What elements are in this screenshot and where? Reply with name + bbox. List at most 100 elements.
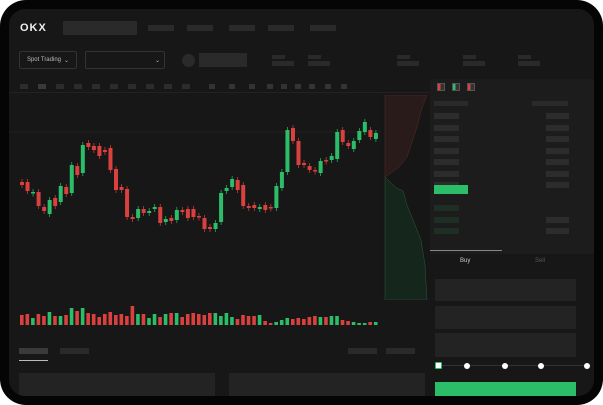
volume-bar: [368, 322, 372, 325]
nav-item[interactable]: [310, 25, 336, 31]
price-input[interactable]: [435, 279, 576, 301]
candle: [125, 189, 130, 217]
candle: [169, 218, 174, 221]
total-input[interactable]: [435, 333, 576, 357]
book-size: [546, 182, 569, 188]
volume-bar: [119, 314, 124, 325]
volume-bar: [91, 314, 96, 325]
amount-slider-track[interactable]: [439, 365, 589, 366]
nav-item[interactable]: [187, 25, 213, 31]
volume-bar: [174, 313, 179, 325]
book-view-both-icon[interactable]: [437, 83, 445, 91]
volume-bar: [196, 314, 201, 325]
price-chart[interactable]: [9, 9, 429, 339]
nav-item[interactable]: [229, 25, 255, 31]
volume-bar: [285, 318, 290, 325]
volume-bar: [329, 316, 334, 325]
volume-bar: [257, 315, 262, 325]
volume-bar: [191, 313, 196, 325]
filter-button[interactable]: [348, 348, 377, 354]
candle: [351, 141, 356, 149]
candle: [285, 130, 290, 172]
book-view-bids-icon[interactable]: [452, 83, 460, 91]
volume-bar: [163, 314, 168, 325]
book-price: [434, 113, 459, 119]
slider-step-25[interactable]: [464, 363, 470, 369]
volume-bar: [130, 306, 135, 325]
volume-bar: [158, 317, 162, 325]
volume-bar: [108, 312, 113, 325]
ask-depth-area: [384, 95, 428, 178]
last-price-badge: [434, 185, 468, 194]
candle: [91, 146, 96, 150]
pair-dropdown[interactable]: ⌄: [85, 51, 165, 69]
candle: [136, 209, 141, 218]
candle: [263, 205, 268, 210]
nav-item[interactable]: [148, 25, 174, 31]
volume-bar: [53, 316, 57, 325]
nav-item[interactable]: [268, 25, 294, 31]
tab-sell[interactable]: Sell: [535, 258, 546, 264]
trading-screen: OKX Spot Trading ⌄ ⌄ Buy Sell: [9, 9, 594, 396]
book-view-asks-icon[interactable]: [467, 83, 475, 91]
okx-logo: OKX: [20, 22, 47, 34]
market-type-dropdown[interactable]: Spot Trading ⌄: [19, 51, 77, 69]
filter-button[interactable]: [386, 348, 415, 354]
chart-tool-icon: [295, 84, 301, 89]
candle: [274, 186, 279, 208]
timeframe-button: [56, 84, 64, 89]
chart-tool-icon: [325, 84, 331, 89]
candle: [296, 141, 301, 165]
volume-bar: [346, 321, 350, 325]
candle: [313, 170, 318, 172]
volume-bar: [313, 316, 317, 325]
volume-bar: [114, 315, 118, 325]
tab-buy[interactable]: Buy: [460, 258, 471, 264]
candle: [196, 216, 201, 218]
slider-handle[interactable]: [435, 362, 442, 369]
candle: [185, 209, 190, 218]
volume-bar: [351, 322, 356, 325]
book-price: [434, 216, 459, 223]
slider-step-50[interactable]: [502, 363, 508, 369]
bid-depth-area: [384, 176, 428, 300]
stat-label: [272, 55, 285, 59]
stat-value: [463, 61, 485, 66]
tab-open-orders[interactable]: [19, 348, 48, 354]
volume-bar: [25, 314, 30, 325]
volume-bar: [246, 316, 251, 325]
candle: [252, 205, 257, 208]
volume-bar: [324, 317, 328, 325]
timeframe-button: [164, 84, 172, 89]
stat-value: [397, 61, 419, 66]
candle: [191, 209, 196, 217]
candle: [268, 207, 273, 209]
book-size: [546, 159, 569, 165]
market-type-label: Spot Trading: [26, 57, 61, 63]
candle: [36, 192, 41, 206]
order-book: [430, 79, 594, 254]
volume-bar: [169, 313, 173, 325]
volume-bar: [340, 320, 345, 325]
candle: [64, 187, 69, 194]
tab-order-history[interactable]: [60, 348, 89, 354]
stat-label: [518, 55, 531, 59]
chevron-down-icon: ⌄: [64, 57, 70, 64]
candle: [373, 133, 378, 139]
candle: [163, 219, 168, 222]
candle: [180, 210, 185, 212]
chart-tool-icon: [209, 84, 215, 89]
candle: [141, 209, 146, 213]
volume-bar: [42, 316, 46, 325]
slider-step-100[interactable]: [584, 363, 590, 369]
orders-panel-left: [19, 373, 215, 396]
search-bar[interactable]: [63, 21, 137, 35]
candle: [47, 200, 52, 214]
buy-button[interactable]: [435, 382, 576, 396]
candle: [246, 206, 251, 208]
slider-step-75[interactable]: [538, 363, 544, 369]
candle: [362, 122, 367, 132]
amount-input[interactable]: [435, 306, 576, 329]
candle: [302, 163, 307, 165]
